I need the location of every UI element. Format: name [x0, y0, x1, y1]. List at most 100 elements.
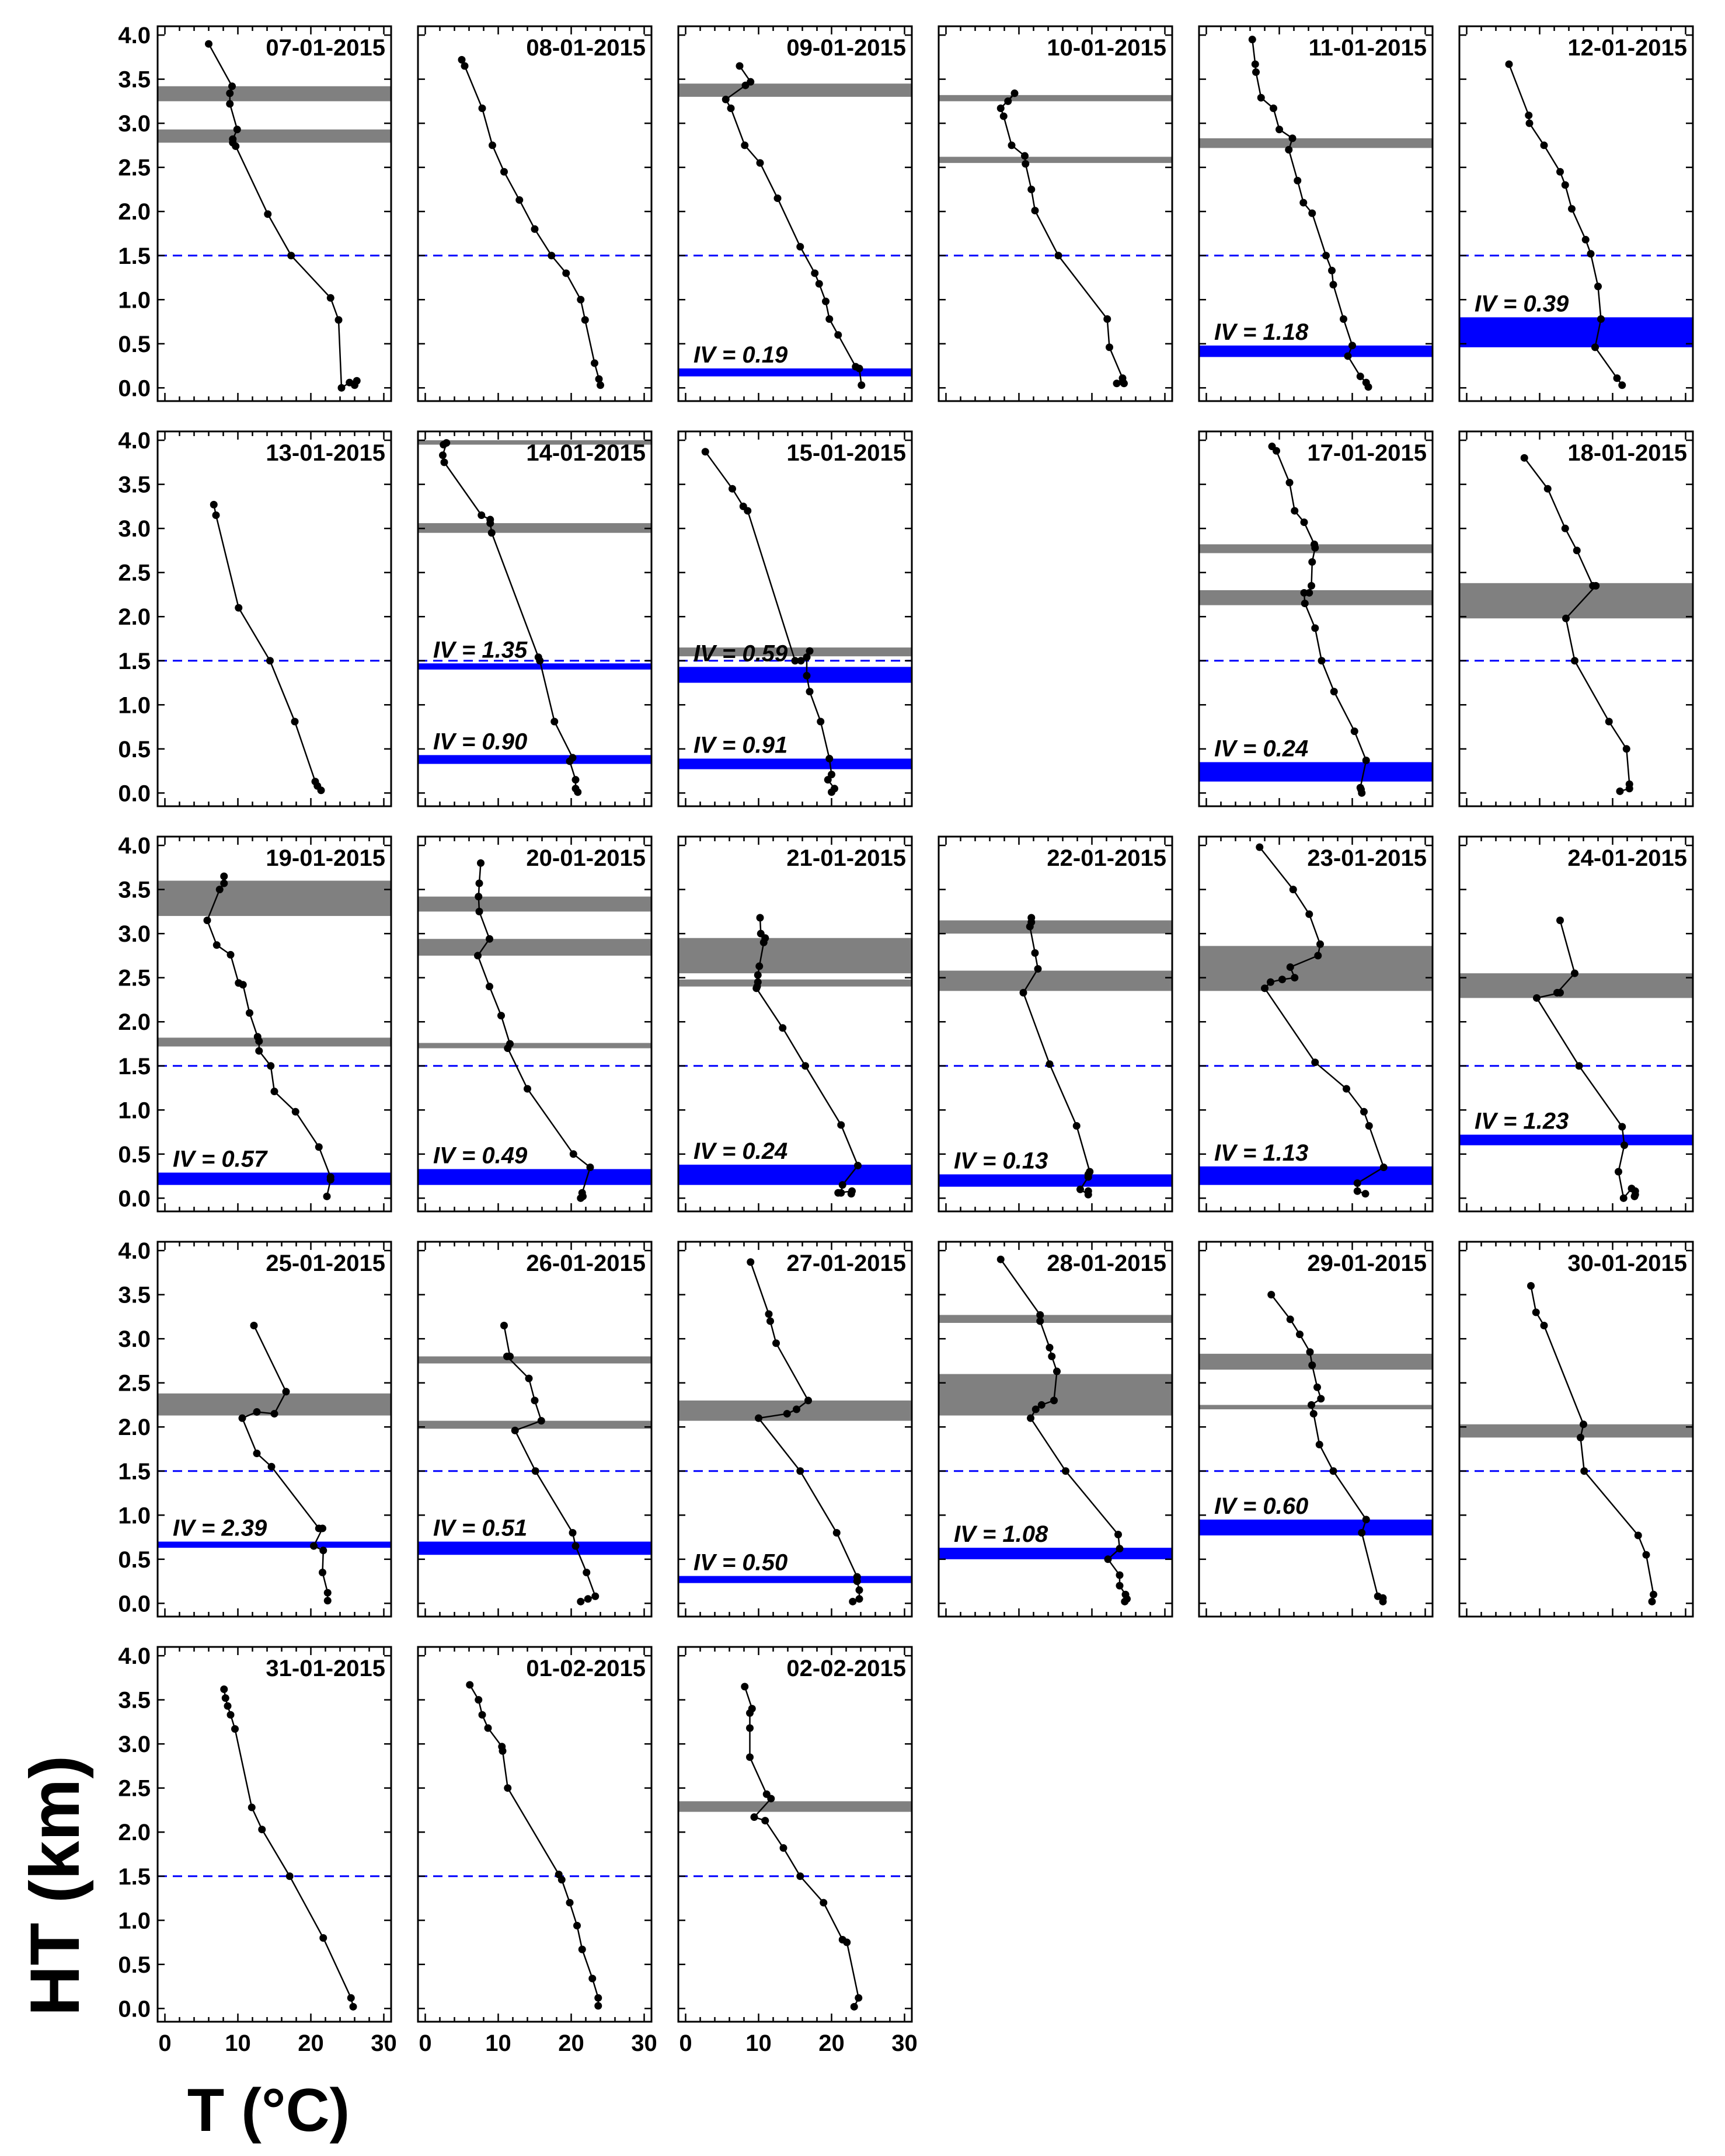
- profile-point: [1027, 914, 1036, 922]
- iv-label: IV = 0.57: [173, 1147, 268, 1172]
- profile-point: [583, 1568, 591, 1576]
- panel-01-02-2015: 01-02-2015 0 10 20 30: [417, 1646, 657, 2056]
- panel-date: 10-01-2015: [1047, 35, 1166, 61]
- profile-point: [555, 1871, 563, 1879]
- profile-point: [1288, 134, 1297, 142]
- profile-point: [500, 168, 508, 176]
- y-tick-label: 0.5: [118, 737, 151, 762]
- surface-inversion-band: [939, 1548, 1172, 1559]
- temperature-profile-line: [744, 1686, 860, 2007]
- profile-point: [1291, 974, 1299, 982]
- inversion-layer-band: [1199, 138, 1433, 148]
- profile-point: [253, 1408, 261, 1416]
- profile-point: [326, 294, 334, 302]
- profile-point: [571, 776, 580, 784]
- y-axis-title: HT (km): [16, 1756, 94, 2016]
- profile-point: [855, 1595, 863, 1603]
- profile-point: [1114, 1531, 1122, 1539]
- profile-point: [226, 1711, 235, 1719]
- panel-date: 14-01-2015: [526, 440, 646, 466]
- profile-point: [1270, 104, 1277, 112]
- iv-label: IV = 0.24: [1214, 736, 1308, 761]
- panel-13-01-2015: 13-01-2015 0.0 0.5 1.0 1.5 2.0 2.5 3.0 3.5 4.0: [118, 428, 392, 807]
- panel-09-01-2015: IV = 0.19 09-01-2015: [677, 25, 913, 402]
- profile-point: [221, 1694, 229, 1702]
- profile-point: [1027, 185, 1036, 193]
- y-tick-label: 1.5: [118, 649, 151, 674]
- profile-point: [531, 1396, 539, 1405]
- panel-31-01-2015: 31-01-2015 0.0 0.5 1.0 1.5 2.0 2.5 3.0 3.5 4.0 0 10…: [118, 1643, 396, 2056]
- panel-plot-area: [418, 859, 651, 1202]
- profile-point: [1616, 787, 1624, 795]
- x-tick-label: 0: [419, 2030, 431, 2056]
- profile-point: [746, 1753, 754, 1761]
- iv-label: IV = 0.24: [694, 1138, 787, 1164]
- y-tick-label: 1.0: [118, 1098, 151, 1123]
- profile-point: [1267, 1291, 1276, 1299]
- profile-point: [739, 502, 747, 510]
- profile-point: [747, 78, 755, 86]
- profile-point: [824, 776, 832, 784]
- y-tick-label: 0.0: [118, 375, 151, 401]
- profile-point: [1276, 126, 1283, 134]
- temperature-profile-line: [999, 92, 1126, 385]
- profile-point: [757, 929, 765, 938]
- panel-frame: [677, 1646, 913, 2023]
- profile-point: [1353, 1187, 1361, 1195]
- inversion-layer-band: [418, 1043, 651, 1049]
- profile-point: [1322, 252, 1330, 260]
- profile-point: [746, 1724, 754, 1732]
- profile-point: [729, 485, 736, 493]
- profile-point: [1116, 1582, 1124, 1590]
- profile-point: [1106, 343, 1113, 351]
- x-axis-title: T (°C): [187, 2077, 350, 2144]
- y-tick-label: 2.5: [118, 966, 151, 991]
- iv-label: IV = 1.13: [1214, 1140, 1308, 1166]
- profile-point: [569, 754, 577, 762]
- surface-inversion-band: [1199, 1166, 1433, 1185]
- profile-point: [1619, 1194, 1628, 1202]
- profile-point: [346, 378, 354, 386]
- inversion-layer-band: [939, 920, 1172, 934]
- profile-point: [1118, 374, 1127, 382]
- profile-point: [1573, 546, 1581, 555]
- profile-point: [1299, 198, 1308, 207]
- profile-point: [1278, 976, 1286, 984]
- profile-point: [1634, 1531, 1642, 1539]
- profile-point: [803, 671, 811, 680]
- panel-frame: [1198, 835, 1434, 1213]
- surface-inversion-band: [678, 667, 912, 683]
- profile-point: [215, 886, 224, 894]
- panel-plot-area: [1199, 36, 1433, 391]
- profile-point: [531, 225, 539, 233]
- profile-point: [727, 104, 735, 112]
- profile-point: [550, 717, 559, 726]
- profile-point: [1291, 507, 1299, 515]
- panel-frame: [677, 25, 913, 402]
- profile-point: [475, 907, 483, 915]
- profile-point: [584, 1595, 592, 1603]
- profile-point: [796, 1872, 804, 1880]
- profile-point: [779, 1844, 787, 1852]
- profile-point: [1031, 949, 1039, 957]
- profile-point: [548, 252, 556, 260]
- profile-point: [478, 511, 486, 520]
- profile-point: [747, 1258, 755, 1266]
- panel-28-01-2015: IV = 1.08 28-01-2015: [938, 1241, 1173, 1618]
- iv-label: IV = 0.59: [694, 640, 788, 666]
- panel-plot-area: [158, 1685, 391, 2011]
- surface-inversion-band: [1199, 762, 1433, 782]
- profile-point: [1308, 581, 1315, 590]
- inversion-layer-band: [158, 129, 391, 143]
- profile-point: [1561, 524, 1569, 532]
- panel-date: 15-01-2015: [786, 440, 906, 466]
- profile-point: [267, 1462, 276, 1471]
- profile-point: [440, 441, 448, 449]
- panel-plot-area: [158, 40, 391, 392]
- y-tick-label: 1.5: [118, 1054, 151, 1079]
- temperature-profile-line: [477, 863, 591, 1199]
- y-tick-label: 2.5: [118, 560, 151, 586]
- profile-point: [1019, 988, 1027, 997]
- iv-label: IV = 1.35: [433, 637, 528, 663]
- profile-point: [1252, 68, 1260, 76]
